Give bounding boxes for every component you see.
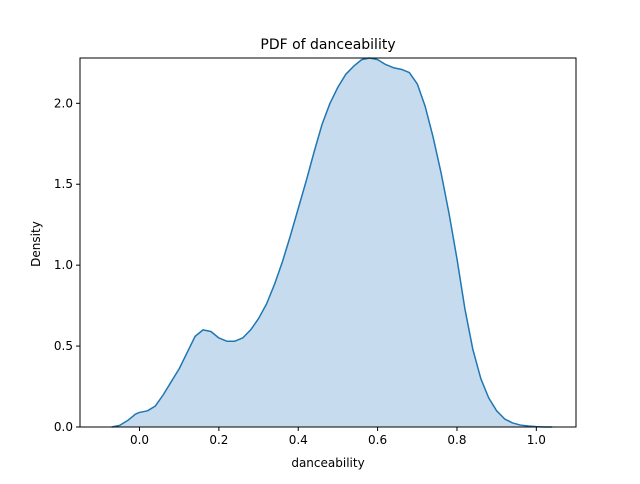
x-tick-label: 0.0 bbox=[130, 433, 149, 447]
density-area-fill bbox=[111, 58, 553, 427]
chart-title: PDF of danceability bbox=[260, 37, 395, 53]
x-tick-label: 1.0 bbox=[527, 433, 546, 447]
x-tick-label: 0.2 bbox=[209, 433, 228, 447]
x-tick-label: 0.6 bbox=[368, 433, 387, 447]
y-tick-label: 0.0 bbox=[54, 420, 73, 434]
x-tick-label: 0.4 bbox=[289, 433, 308, 447]
y-tick-label: 1.5 bbox=[54, 177, 73, 191]
plot-area bbox=[111, 57, 553, 428]
x-axis-label: danceability bbox=[291, 456, 364, 470]
y-tick-label: 1.0 bbox=[54, 258, 73, 272]
plot-frame bbox=[79, 57, 577, 428]
axes: 0.0 0.2 0.4 0.6 0.8 1.0 0.0 0.5 1.0 1.5 2.0 bbox=[54, 57, 577, 447]
y-tick-label: 2.0 bbox=[54, 96, 73, 110]
density-line bbox=[111, 57, 553, 428]
x-tick-label: 0.8 bbox=[447, 433, 466, 447]
y-tick-label: 0.5 bbox=[54, 339, 73, 353]
y-axis-label: Density bbox=[29, 221, 43, 267]
